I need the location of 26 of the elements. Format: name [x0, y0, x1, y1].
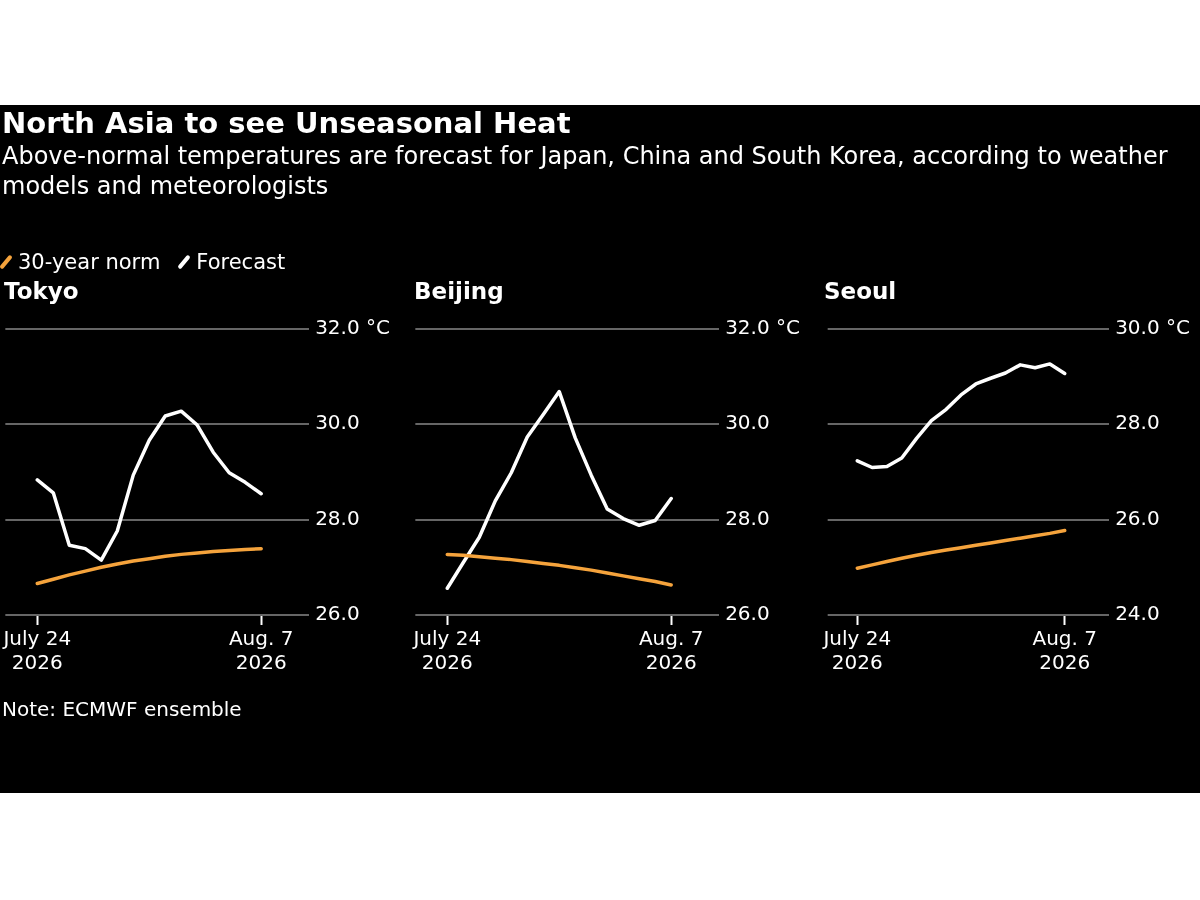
text: Above-normal temperatures are forecast for Japan, China and South Korea, according to weather models and meteorologists [1, 141, 1169, 201]
legend-label: Forecast [196, 250, 286, 274]
chart-title: Beijing [414, 277, 504, 304]
x-tick-label: Aug. 7 2026 [228, 626, 294, 675]
x-tick-label: July 24 2026 [1, 626, 72, 675]
chart-title: Seoul [824, 277, 897, 304]
y-tick-label: 28.0 [315, 505, 360, 530]
x-tick-label: Aug. 7 2026 [1032, 626, 1097, 675]
y-tick-label: 26.0 [725, 601, 770, 626]
x-tick-label: July 24 2026 [411, 626, 482, 675]
y-tick-label: 26.0 [315, 601, 360, 626]
y-tick-label: 30.0 [315, 410, 360, 435]
text: Note: ECMWF ensemble [2, 696, 242, 723]
x-tick-label: Aug. 7 2026 [638, 626, 704, 675]
y-tick-label: 30.0 °C [1115, 314, 1191, 339]
y-tick-label: 32.0 °C [315, 314, 391, 339]
y-tick-label: 28.0 [725, 505, 770, 530]
legend-label: 30-year norm [18, 250, 161, 274]
chart-title: Tokyo [4, 277, 79, 304]
x-tick-label: July 24 2026 [821, 626, 892, 675]
y-tick-label: 30.0 [725, 410, 770, 435]
y-tick-label: 24.0 [1115, 601, 1160, 626]
y-tick-label: 28.0 [1115, 410, 1160, 435]
y-tick-label: 32.0 °C [725, 314, 801, 339]
text: North Asia to see Unseasonal Heat [1, 105, 572, 141]
y-tick-label: 26.0 [1115, 505, 1160, 530]
